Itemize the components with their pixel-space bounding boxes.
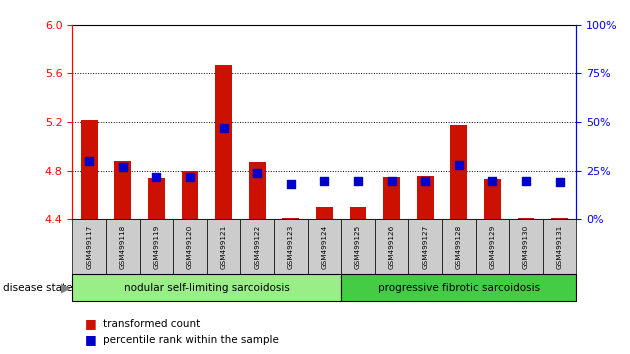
Text: ▶: ▶ [61,281,71,294]
Bar [249,162,266,219]
Bar [241,219,274,274]
Bar [442,219,476,274]
Bar [207,219,241,274]
Text: GSM499125: GSM499125 [355,225,361,269]
Point [84,158,94,164]
Text: GSM499129: GSM499129 [490,225,495,269]
Text: GSM499119: GSM499119 [154,225,159,269]
Bar [375,219,408,274]
Bar [274,219,307,274]
Text: GSM499122: GSM499122 [255,225,260,269]
Bar [484,179,501,219]
Text: GSM499117: GSM499117 [86,225,92,269]
Bar [543,219,576,274]
Bar [173,219,207,274]
Bar [72,274,341,301]
Bar [383,177,400,219]
Bar [450,125,467,219]
Point [185,174,195,179]
Text: GSM499126: GSM499126 [389,225,394,269]
Text: GSM499130: GSM499130 [523,225,529,269]
Point [219,125,229,131]
Point [387,178,397,183]
Bar [341,219,375,274]
Bar [476,219,509,274]
Bar [417,176,433,219]
Point [454,162,464,168]
Text: percentile rank within the sample: percentile rank within the sample [103,335,278,345]
Bar [106,219,140,274]
Point [319,178,329,183]
Point [521,178,531,183]
Point [286,182,296,187]
Bar [115,161,131,219]
Text: progressive fibrotic sarcoidosis: progressive fibrotic sarcoidosis [378,282,540,293]
Text: GSM499121: GSM499121 [220,225,227,269]
Bar [140,219,173,274]
Text: GSM499127: GSM499127 [422,225,428,269]
Text: GSM499120: GSM499120 [187,225,193,269]
Point [488,178,498,183]
Bar [551,218,568,219]
Bar [341,274,576,301]
Point [252,170,262,176]
Point [554,179,564,185]
Bar [181,171,198,219]
Text: GSM499128: GSM499128 [456,225,462,269]
Text: GSM499123: GSM499123 [288,225,294,269]
Text: transformed count: transformed count [103,319,200,329]
Point [353,178,363,183]
Bar [72,219,106,274]
Bar [215,65,232,219]
Text: GSM499124: GSM499124 [321,225,328,269]
Point [420,178,430,183]
Bar [81,120,98,219]
Bar [307,219,341,274]
Bar [518,218,534,219]
Bar [316,207,333,219]
Bar [408,219,442,274]
Point [151,174,161,179]
Text: disease state: disease state [3,282,72,293]
Text: ■: ■ [85,318,97,330]
Bar [509,219,543,274]
Text: GSM499118: GSM499118 [120,225,126,269]
Bar [350,207,367,219]
Bar [282,218,299,219]
Text: GSM499131: GSM499131 [557,225,563,269]
Point [118,164,128,170]
Text: ■: ■ [85,333,97,346]
Text: nodular self-limiting sarcoidosis: nodular self-limiting sarcoidosis [124,282,290,293]
Bar [148,178,165,219]
